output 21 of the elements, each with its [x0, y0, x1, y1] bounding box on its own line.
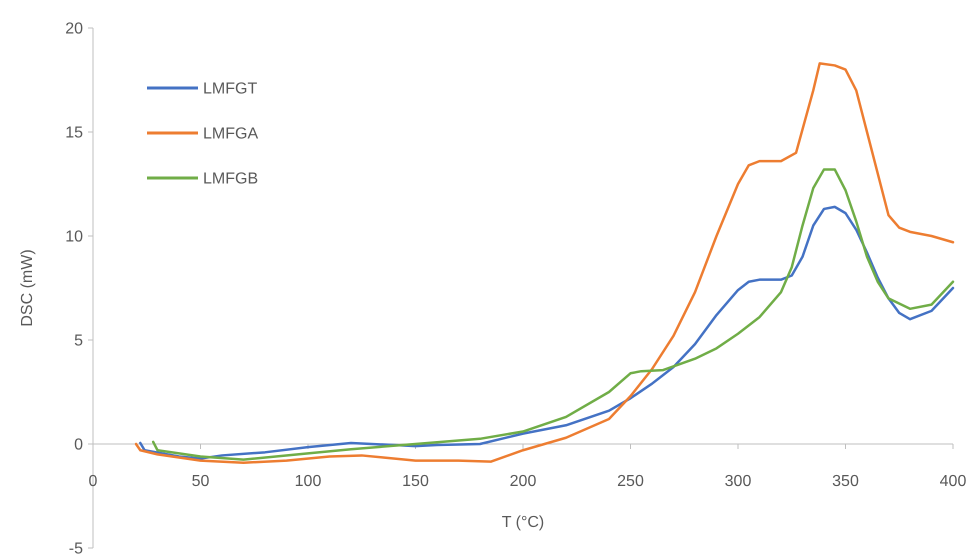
- y-tick-label: 15: [65, 124, 84, 142]
- x-tick-label: 300: [724, 473, 752, 490]
- legend-label: LMFGB: [203, 170, 258, 188]
- x-axis-title: T (°C): [502, 514, 544, 531]
- y-tick-label: 10: [65, 228, 84, 246]
- x-tick-label: 150: [402, 473, 429, 490]
- y-tick-label: 5: [74, 332, 84, 350]
- x-tick-label: 400: [940, 473, 966, 490]
- y-axis-title: DSC (mW): [19, 249, 36, 327]
- legend-label: LMFGT: [203, 80, 258, 98]
- x-tick-label: 50: [192, 473, 210, 490]
- x-tick-label: 200: [510, 473, 536, 490]
- x-tick-label: 0: [88, 473, 98, 490]
- x-tick-label: 100: [294, 473, 322, 490]
- y-tick-label: 20: [65, 20, 84, 38]
- x-tick-label: 250: [617, 473, 644, 490]
- y-tick-label: 0: [74, 436, 84, 454]
- line-series: [134, 62, 954, 464]
- y-tick-label: -5: [68, 540, 84, 557]
- x-tick-label: 350: [832, 473, 859, 490]
- legend-label: LMFGA: [203, 126, 258, 143]
